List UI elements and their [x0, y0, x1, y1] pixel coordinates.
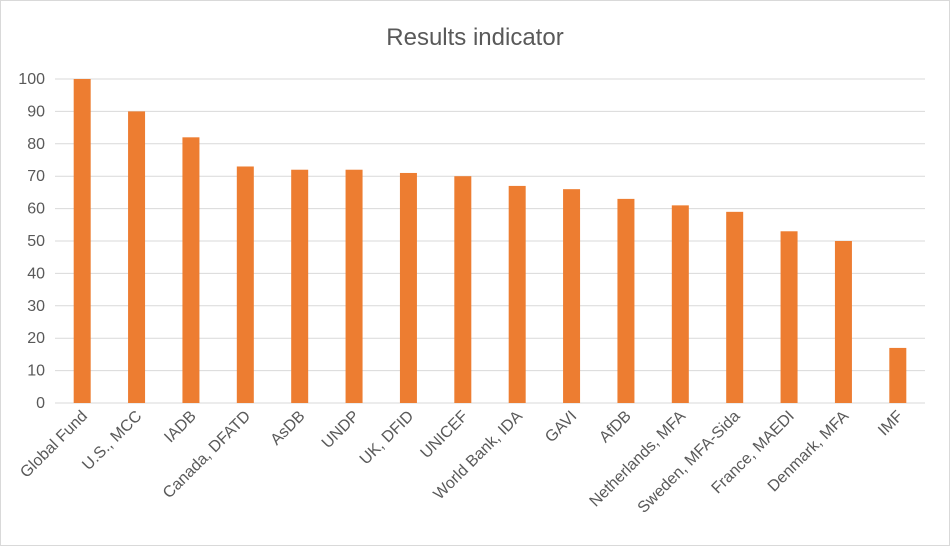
bar [291, 169, 309, 403]
x-tick-label: Global Fund [17, 408, 91, 482]
bar [563, 189, 581, 403]
bar [128, 111, 146, 404]
gridlines [55, 78, 925, 404]
y-tick-label: 50 [27, 233, 45, 250]
bar [834, 241, 852, 403]
x-tick-label: UK, DFID [357, 408, 417, 468]
chart-title: Results indicator [386, 24, 563, 51]
bar [617, 198, 635, 403]
bar [236, 166, 254, 403]
y-tick-label: 10 [27, 363, 45, 380]
y-tick-label: 30 [27, 298, 45, 315]
y-tick-label: 80 [27, 136, 45, 153]
bar [73, 79, 91, 403]
x-tick-label: UNICEF [418, 408, 472, 462]
bar [508, 185, 526, 403]
x-tick-label: Sweden, MFA-Sida [635, 408, 744, 517]
bar [454, 176, 472, 403]
bar [399, 172, 417, 403]
bar [780, 231, 798, 403]
x-tick-label: U.S., MCC [79, 408, 145, 474]
bar [889, 347, 907, 403]
x-tick-label: AfDB [596, 408, 634, 446]
y-tick-label: 90 [27, 103, 45, 120]
x-tick-label: IMF [875, 408, 907, 440]
bars [73, 79, 907, 404]
bar [726, 211, 744, 403]
y-axis-tick-labels: 0 10 20 30 40 50 60 70 80 90 100 [18, 71, 45, 412]
x-tick-label: Netherlands, MFA [587, 408, 690, 511]
x-tick-label: GAVI [542, 408, 580, 446]
bar [345, 169, 363, 403]
x-tick-label: IADB [161, 408, 199, 446]
bar [671, 205, 689, 403]
y-tick-label: 100 [18, 71, 45, 88]
y-tick-label: 70 [27, 168, 45, 185]
x-tick-label: AsDB [268, 408, 309, 449]
y-tick-label: 40 [27, 265, 45, 282]
bar [182, 137, 200, 403]
y-tick-label: 0 [36, 395, 45, 412]
x-tick-label: UNDP [319, 408, 363, 452]
y-tick-label: 20 [27, 330, 45, 347]
y-tick-label: 60 [27, 201, 45, 218]
